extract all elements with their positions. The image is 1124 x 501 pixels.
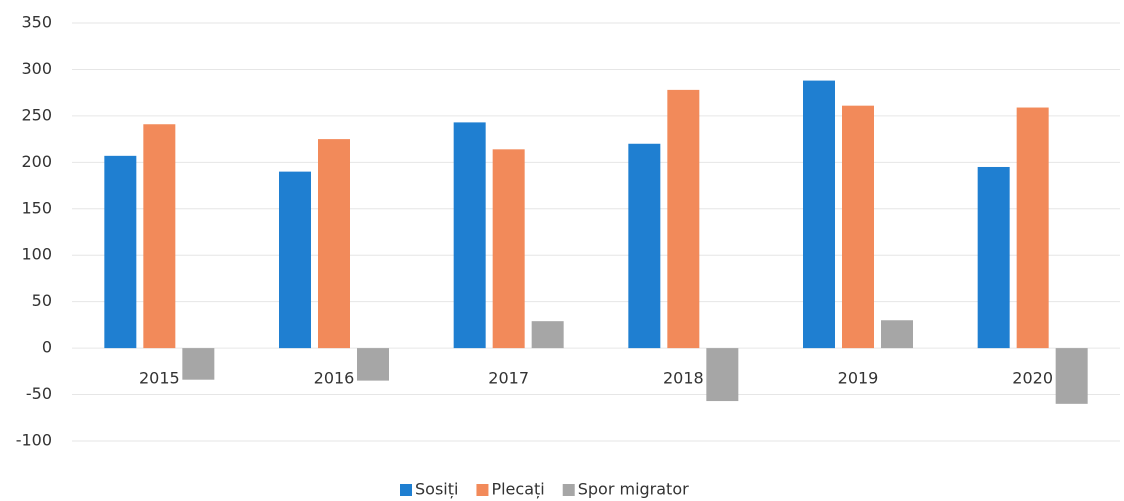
x-tick-label: 2016 [314,369,355,388]
y-tick-label: 300 [21,59,52,78]
legend-label: Spor migrator [578,480,689,499]
bar [182,348,215,380]
legend-swatch [476,484,489,496]
bar [279,171,311,349]
x-tick-label: 2019 [838,369,879,388]
y-tick-label: -100 [16,431,52,450]
bar [977,166,1010,349]
y-tick-label: 350 [21,13,52,32]
bar [803,80,835,349]
bar [706,348,739,402]
y-tick-label: 250 [21,105,52,124]
x-tick-label: 2017 [488,369,529,388]
legend-label: Plecați [491,480,544,499]
bar [1055,348,1088,404]
y-tick-label: 200 [21,152,52,171]
bar [1016,107,1049,349]
bar [531,321,564,349]
legend-swatch [562,484,575,496]
bar [492,149,525,349]
y-tick-label: 0 [42,338,52,357]
bar [881,320,913,349]
bar [357,348,389,381]
x-tick-label: 2018 [663,369,704,388]
bar [143,124,176,349]
bar [628,143,661,349]
bar [318,139,350,349]
legend-swatch [400,484,412,496]
y-tick-label: -50 [26,384,52,403]
x-tick-label: 2015 [139,369,180,388]
y-tick-label: 100 [21,245,52,264]
bar [842,105,874,349]
bar [667,89,700,349]
y-tick-label: 50 [32,291,52,310]
x-tick-label: 2020 [1012,369,1053,388]
y-tick-label: 150 [21,198,52,217]
bar [104,155,137,349]
legend-label: Sosiți [415,480,458,499]
bar [453,122,486,349]
